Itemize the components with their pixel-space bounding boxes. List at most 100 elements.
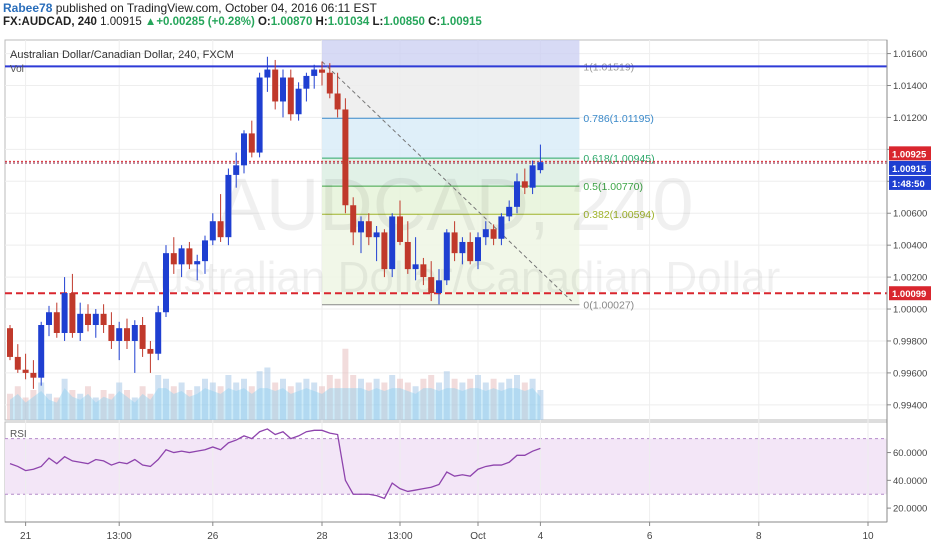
volume-bar xyxy=(77,393,84,420)
volume-bar xyxy=(420,378,427,420)
price-tick-label: 1.00400 xyxy=(893,241,927,252)
candle-body xyxy=(92,313,99,325)
volume-bar xyxy=(389,375,396,420)
time-tick-label: 8 xyxy=(756,531,762,542)
volume-label: Vol xyxy=(10,64,24,75)
volume-bar xyxy=(38,382,45,420)
volume-bar xyxy=(295,382,302,420)
candle-body xyxy=(225,174,232,238)
volume-bar xyxy=(334,378,341,420)
candle-body xyxy=(61,293,68,333)
candle-body xyxy=(381,232,388,270)
fib-level-label: 0.618(1.00945) xyxy=(583,153,654,165)
candle-body xyxy=(397,216,403,242)
current-price-badge: 1.00915 xyxy=(892,164,927,175)
candle-body xyxy=(404,241,411,270)
volume-bar xyxy=(381,382,388,420)
candle-body xyxy=(69,293,76,333)
volume-bar xyxy=(404,382,411,420)
change-up-icon: ▲ xyxy=(144,16,157,28)
candle-body xyxy=(233,165,240,175)
candle-body xyxy=(22,369,29,373)
candle-body xyxy=(77,313,84,333)
volume-bar xyxy=(7,393,13,420)
candle-body xyxy=(194,261,201,265)
candle-body xyxy=(147,348,154,354)
publish-line: Rabee78 published on TradingView.com, Oc… xyxy=(3,1,377,15)
published-text: published on TradingView.com, October 04… xyxy=(55,1,377,15)
candle-body xyxy=(334,93,341,110)
volume-bar xyxy=(482,382,489,420)
candle-body xyxy=(303,75,310,89)
volume-bar xyxy=(225,375,232,420)
volume-bar xyxy=(280,378,286,420)
volume-bar xyxy=(155,375,162,420)
current-price-badge-bg xyxy=(889,160,931,175)
volume-bar xyxy=(459,382,466,420)
time-tick-label: 21 xyxy=(20,531,32,542)
fib-level-label: 0.5(1.00770) xyxy=(583,181,643,193)
volume-bar xyxy=(22,397,29,420)
rsi-band xyxy=(5,438,887,495)
volume-bar xyxy=(537,390,544,420)
candle-body xyxy=(350,205,357,233)
candle-body xyxy=(30,372,37,378)
volume-bar xyxy=(124,390,130,420)
volume-bar xyxy=(303,378,310,420)
candle-body xyxy=(365,221,372,238)
volume-bar xyxy=(311,382,318,420)
candle-body xyxy=(178,248,185,265)
candle-body xyxy=(295,88,302,115)
volume-bar xyxy=(498,382,505,420)
candle-body xyxy=(139,325,146,349)
countdown-badge: 1:48:50 xyxy=(892,179,925,190)
time-tick-label: 13:00 xyxy=(387,531,412,542)
volume-bar xyxy=(202,378,208,420)
candle-body xyxy=(46,312,52,325)
volume-bar xyxy=(475,375,481,420)
volume-bar xyxy=(451,378,458,420)
candle-body xyxy=(264,69,271,78)
volume-bar xyxy=(326,375,333,420)
volume-bar xyxy=(92,397,99,420)
time-tick-label: 10 xyxy=(862,531,874,542)
candle-body xyxy=(506,206,513,217)
candle-body xyxy=(209,221,216,241)
volume-bar xyxy=(428,375,435,420)
price-tick-label: 1.01400 xyxy=(893,81,927,92)
volume-bar xyxy=(350,375,357,420)
chart-title: Australian Dollar/Canadian Dollar, 240, … xyxy=(10,49,234,61)
candle-body xyxy=(131,325,138,341)
fib-level-label: 0.382(1.00594) xyxy=(583,209,654,221)
candle-body xyxy=(358,221,364,233)
candle-body xyxy=(124,328,130,341)
time-tick-label: 4 xyxy=(538,531,544,542)
author-link[interactable]: Rabee78 xyxy=(3,1,53,15)
time-tick-label: Oct xyxy=(470,531,486,542)
volume-bar xyxy=(209,382,216,420)
high-value: 1.01034 xyxy=(327,16,370,28)
rsi-tick-label: 20.0000 xyxy=(893,504,927,515)
candle-body xyxy=(287,77,294,115)
volume-bar xyxy=(233,382,240,420)
fib-zone xyxy=(322,186,580,215)
volume-bar xyxy=(248,386,255,420)
time-tick-label: 26 xyxy=(207,531,219,542)
price-tick-label: 1.01200 xyxy=(893,113,927,124)
price-tick-label: 1.00200 xyxy=(893,273,927,284)
volume-bar xyxy=(69,390,76,420)
volume-bar xyxy=(194,386,201,420)
countdown-badge-bg xyxy=(889,175,931,190)
candle-body xyxy=(482,229,489,238)
trendline xyxy=(321,61,572,302)
candle-body xyxy=(280,77,286,102)
candle-body xyxy=(14,356,21,370)
volume-bar xyxy=(46,393,52,420)
volume-ma-area xyxy=(10,388,541,420)
fib-top-zone xyxy=(322,40,580,67)
price-tick-label: 1.00000 xyxy=(893,305,927,316)
fib-zone xyxy=(322,214,580,305)
candle-body xyxy=(85,313,91,325)
